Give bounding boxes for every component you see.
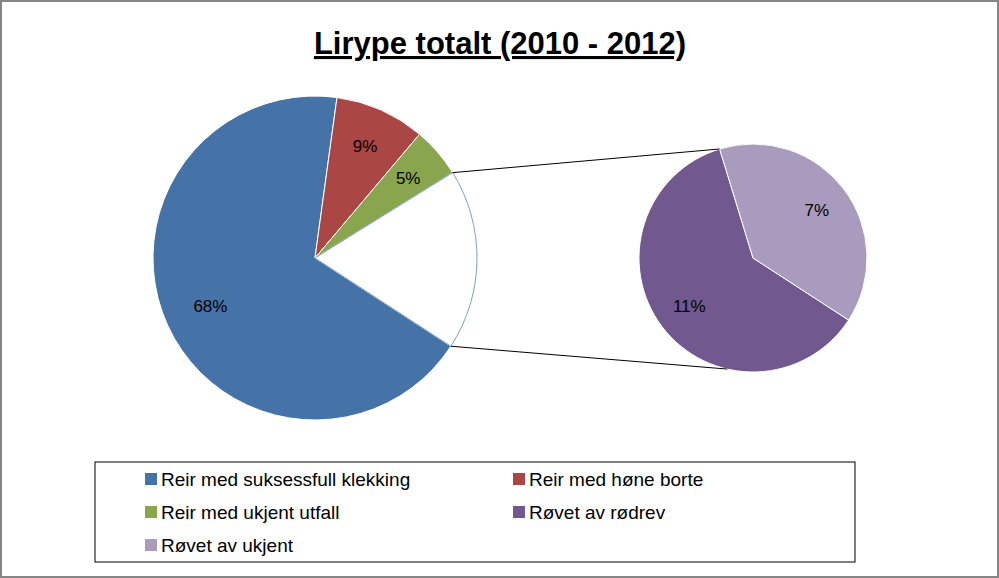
frame [1,1,998,577]
main-pie [153,96,477,420]
legend-label: Reir med suksessfull klekking [161,469,410,490]
legend: Reir med suksessfull klekking Reir med hø… [95,462,855,562]
legend-swatch [513,506,525,518]
pie-slice [720,144,867,320]
secondary-pie [639,144,867,372]
connector [453,149,720,173]
legend-label: Reir med ukjent utfall [161,502,339,523]
legend-box [95,462,855,562]
data-label: 68% [193,297,227,316]
legend-swatch [513,473,525,485]
legend-swatch [145,506,157,518]
other-slice [315,173,477,347]
data-labels: 68% 9% 5% 11% 7% [193,137,829,317]
data-label: 11% [673,297,706,316]
legend-label: Reir med høne borte [529,469,703,490]
legend-swatch [145,473,157,485]
data-label: 9% [353,137,378,156]
data-label: 5% [396,169,421,188]
connector [451,346,727,369]
chart: Lirype totalt (2010 - 2012) 68% 9% 5% 11% 7% R… [0,0,999,578]
title: Lirype totalt (2010 - 2012) [314,26,686,61]
data-label: 7% [804,201,829,220]
legend-label: Røvet av rødrev [529,502,666,523]
legend-label: Røvet av ukjent [161,535,294,556]
legend-swatch [145,539,157,551]
